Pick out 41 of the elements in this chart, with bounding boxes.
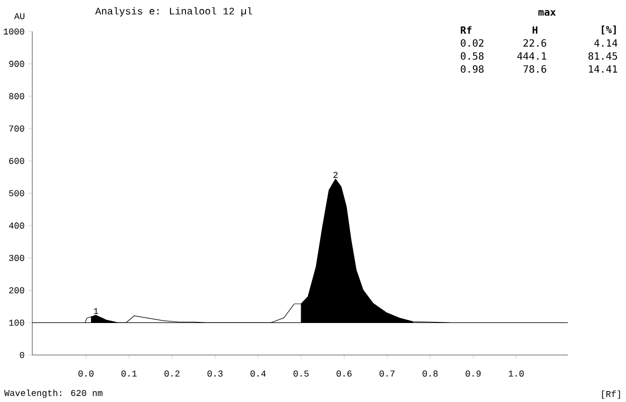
y-tick-label: 0 [20, 352, 24, 358]
y-tick-label: 800 [9, 93, 24, 100]
text: 81.45 [588, 52, 618, 60]
x-tick-label: 1.0 [508, 370, 524, 377]
y-tick-label: 400 [9, 222, 24, 229]
annotation: 1 [94, 308, 98, 314]
y-tick-label: 700 [9, 126, 24, 132]
y-tick-label: 900 [9, 60, 24, 67]
x-tick-label: 0.3 [208, 370, 223, 377]
text: [%] [602, 26, 616, 34]
x-tick-label: 0.6 [336, 370, 352, 377]
x-tick-label: 0.9 [466, 370, 481, 377]
text: 14.41 [589, 65, 618, 73]
x-tick-label: 0.0 [78, 370, 94, 377]
y-tick-label: 300 [9, 254, 24, 261]
annotation: 0.98 [460, 65, 484, 73]
annotation: 2 [333, 172, 338, 178]
annotation: 0.58 [460, 52, 484, 60]
y-tick-label: 600 [9, 158, 24, 164]
annotation: 0.02 [460, 39, 484, 47]
chart-title: Analysis e: Linalool 12 µl [95, 7, 252, 16]
x-tick-label: 0.2 [164, 370, 180, 377]
annotation: H [532, 26, 538, 34]
annotation: 22.6 [524, 39, 546, 47]
x-tick-label: 0.5 [294, 370, 309, 377]
text: AU [14, 13, 24, 20]
y-tick-label: 500 [9, 190, 24, 196]
text: 4.14 [594, 39, 618, 47]
annotation: 78.6 [523, 65, 546, 73]
x-tick-label: 0.7 [380, 370, 395, 377]
text: [Rf] [602, 390, 620, 399]
y-tick-label: 1000 [4, 28, 24, 35]
y-tick-label: 200 [9, 287, 24, 294]
y-tick-label: 100 [9, 320, 24, 326]
x-tick-label: 0.8 [422, 370, 438, 377]
text: max [538, 10, 556, 16]
text: Wavelength: 620 nm [4, 389, 102, 398]
annotation: 444.1 [517, 52, 546, 60]
annotation: Rf [460, 26, 472, 34]
x-tick-label: 0.1 [121, 370, 137, 377]
x-tick-label: 0.4 [250, 370, 266, 377]
